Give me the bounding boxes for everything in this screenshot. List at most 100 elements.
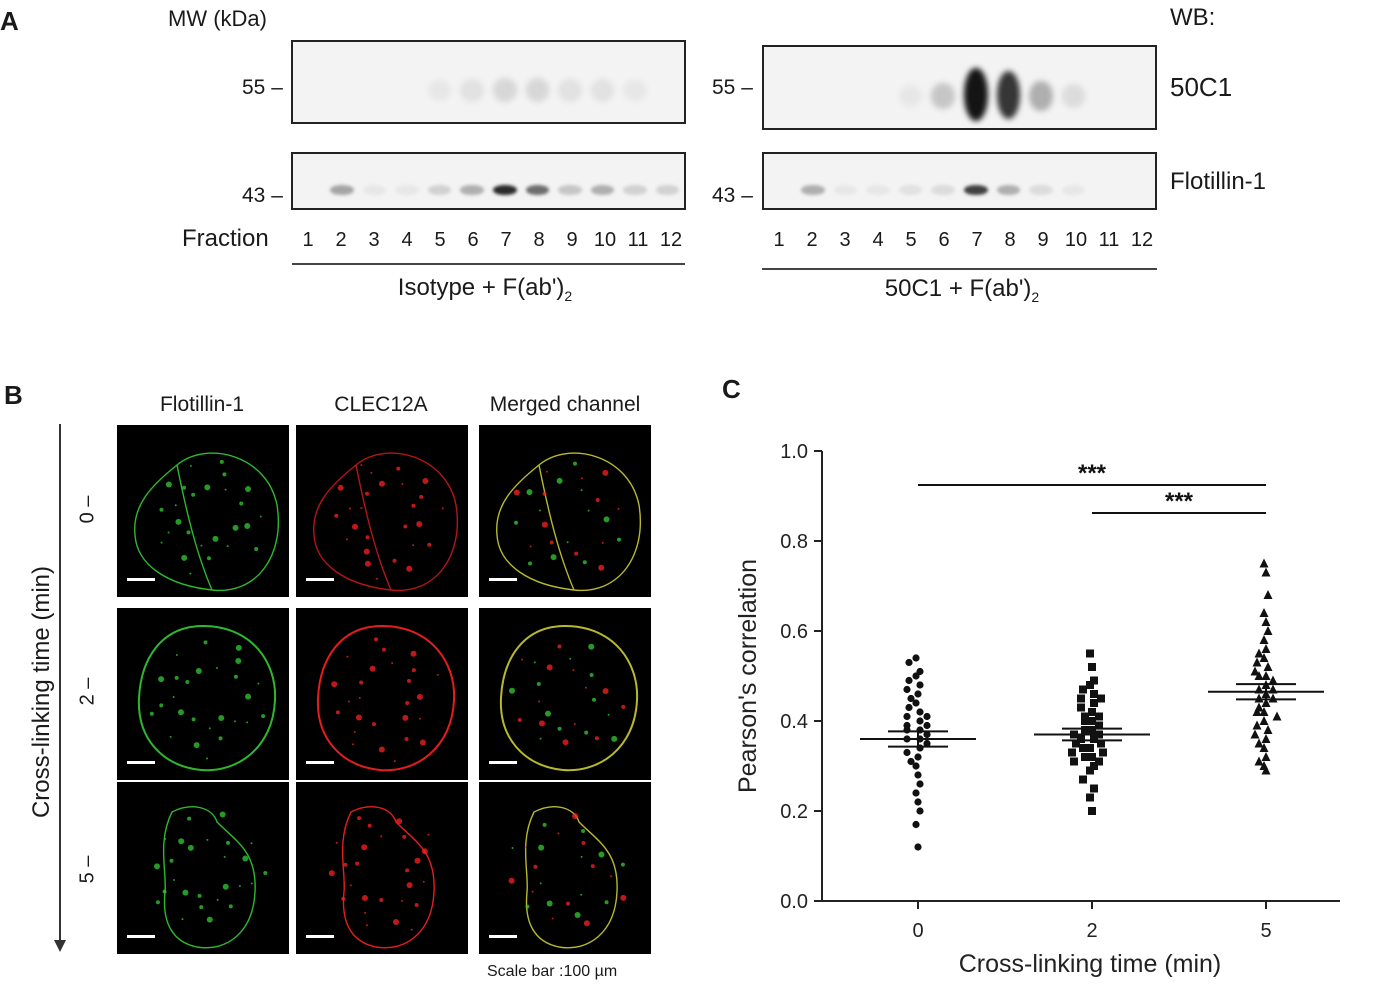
scale-bar [306,935,334,938]
panel-a-letter: A [0,6,19,36]
right-marker-55: 55 – [712,76,753,99]
blot-band [898,85,923,108]
data-point [905,703,913,712]
data-point [1070,757,1078,766]
blot-band [493,78,517,103]
micrograph-tile [117,608,289,780]
blot-band [1061,185,1086,196]
data-point [1259,716,1269,725]
data-point [907,694,915,703]
wb-label: WB: [1170,4,1216,31]
data-point [1259,608,1269,617]
data-point [903,685,911,694]
blot-band [558,79,582,102]
fraction-number: 6 [467,229,479,251]
data-point [1090,699,1098,707]
data-point [1259,707,1269,716]
data-point [914,798,922,806]
data-point [1263,626,1273,635]
panel-c-letter: C [722,374,741,404]
data-point [1261,644,1271,653]
data-point [1254,671,1264,680]
western-blot-left-bottom [291,152,686,210]
row-time-2: 2 – [76,677,99,706]
fraction-number: 12 [1130,229,1154,251]
data-point [1086,649,1094,658]
data-point [923,730,931,739]
data-point [1077,694,1085,703]
data-point [1259,558,1269,568]
row-time-5: 5 – [76,855,99,884]
data-point [923,712,931,721]
fraction-number: 12 [659,229,683,251]
data-point [1097,694,1105,703]
data-point [1252,720,1262,730]
column-header-merged: Merged channel [489,393,641,416]
data-point [1263,662,1273,671]
fraction-number: 1 [773,229,785,251]
data-point [1261,567,1271,577]
data-point [1079,775,1087,784]
data-point [1259,653,1269,662]
data-point [1090,762,1098,770]
data-point [1252,707,1262,716]
blot-band [833,185,858,196]
data-point [1090,784,1098,793]
fraction-number: 9 [1037,229,1049,251]
condition-right: 50C1 + F(ab')2 [885,275,1039,305]
micrograph-tile [479,425,651,597]
blot-band [996,70,1021,119]
blot-band [460,79,484,102]
blot-band [1029,80,1053,111]
micrograph-tile [479,782,651,954]
data-point [1095,757,1103,766]
data-point [1259,635,1269,644]
data-point [916,807,924,815]
condition-line-left [292,263,685,265]
micrograph-tile [479,608,651,780]
data-point [923,739,931,748]
fraction-number: 10 [1064,229,1088,251]
data-point [914,771,922,779]
fraction-number: 2 [806,229,818,251]
y-axis-label: Pearson's correlation [734,559,762,793]
condition-right-text: 50C1 + F(ab') [884,275,1032,302]
fraction-number: 7 [500,229,512,251]
data-point [923,721,931,730]
fraction-number: 1 [302,229,314,251]
data-point [1250,666,1260,676]
data-point [903,726,911,734]
x-tick-label: 0 [912,920,923,942]
data-point [916,717,924,725]
data-point [914,690,922,698]
data-point [1099,748,1107,757]
fraction-number: 3 [839,229,851,251]
time-arrow [54,424,66,952]
data-point [1261,617,1271,626]
blot-band [964,68,988,121]
y-tick-label: 1.0 [780,441,808,463]
blot-band [931,82,955,110]
data-point [1088,663,1096,671]
data-point [903,748,911,757]
data-point [1086,681,1094,689]
data-point [916,780,924,788]
condition-line-right [762,268,1157,270]
data-point [1088,807,1096,815]
fraction-number: 6 [938,229,950,251]
y-tick-label: 0.4 [780,711,808,733]
data-point [1259,743,1269,752]
data-point [1090,690,1098,698]
blot-band [590,79,615,102]
mw-label: MW (kDa) [168,6,267,31]
significance-label: *** [1165,488,1194,515]
fraction-number: 11 [627,229,649,251]
micrograph-tile [296,425,468,597]
data-point [1081,712,1089,721]
data-point [905,676,913,685]
blot-band [427,185,452,196]
left-marker-43: 43 – [242,184,283,207]
data-point [1079,744,1087,752]
blot-band [525,78,550,103]
fraction-number: 2 [335,229,347,251]
